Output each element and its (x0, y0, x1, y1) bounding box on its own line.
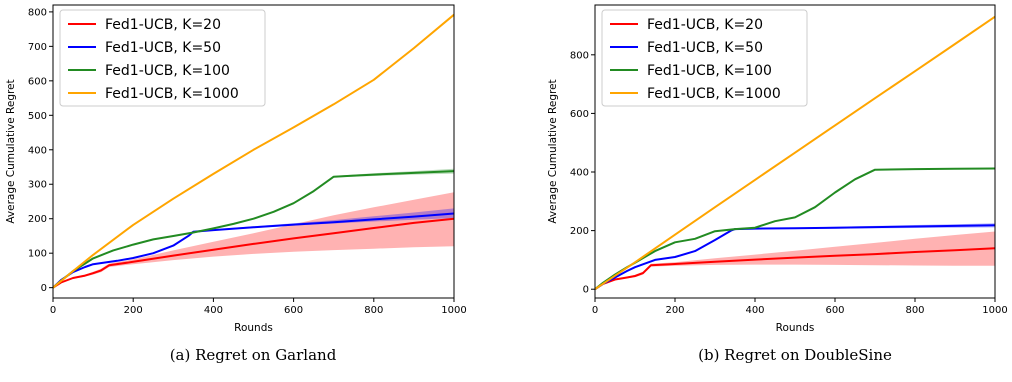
x-tick-label: 600 (284, 305, 303, 316)
y-tick-label: 200 (570, 226, 589, 237)
legend-label: Fed1-UCB, K=20 (105, 17, 221, 33)
x-tick-label: 400 (745, 305, 764, 316)
series-line-k50 (594, 224, 996, 291)
y-tick-label: 400 (28, 145, 47, 156)
series-line-k20 (52, 217, 455, 289)
x-axis-label: Rounds (776, 322, 815, 334)
series-band-k20 (53, 192, 454, 288)
legend-label: Fed1-UCB, K=50 (105, 40, 221, 56)
x-tick-label: 800 (905, 305, 924, 316)
y-tick-label: 700 (28, 42, 47, 53)
y-tick-label: 100 (28, 249, 47, 260)
series-line-k100 (52, 170, 455, 289)
series-line-k1000 (52, 13, 455, 289)
x-tick-label: 600 (825, 305, 844, 316)
legend-label: Fed1-UCB, K=100 (647, 63, 772, 79)
legend-label: Fed1-UCB, K=1000 (647, 86, 781, 102)
plot-frame (52, 4, 455, 299)
x-tick-label: 200 (124, 305, 143, 316)
series-line-k50 (52, 212, 455, 289)
y-tick-label: 0 (583, 285, 589, 296)
y-axis-label: Average Cumulative Regret (5, 79, 17, 223)
legend-label: Fed1-UCB, K=100 (105, 63, 230, 79)
x-tick-label: 0 (50, 305, 56, 316)
y-tick-label: 500 (28, 111, 47, 122)
x-tick-label: 0 (592, 305, 598, 316)
x-tick-label: 400 (204, 305, 223, 316)
y-axis-label: Average Cumulative Regret (547, 79, 559, 223)
y-tick-label: 800 (570, 50, 589, 61)
x-tick-label: 200 (665, 305, 684, 316)
x-tick-label: 1000 (441, 305, 466, 316)
y-tick-label: 0 (41, 283, 47, 294)
series-line-k1000 (594, 15, 996, 291)
x-tick-label: 1000 (982, 305, 1007, 316)
y-tick-label: 600 (570, 109, 589, 120)
plot-frame (594, 4, 996, 299)
chart-panel-b: 0 200 400 600 800 1000 0 200 400 600 800 Rounds Aver… (547, 4, 1008, 364)
x-axis-label: Rounds (234, 322, 273, 334)
figure-caption: (b) Regret on DoubleSine (698, 346, 892, 364)
legend-label: Fed1-UCB, K=50 (647, 40, 763, 56)
series-line-k20 (594, 247, 996, 291)
y-tick-label: 300 (28, 180, 47, 191)
series-band-k20 (595, 231, 995, 290)
x-tick-label: 800 (364, 305, 383, 316)
y-tick-label: 800 (28, 7, 47, 18)
figure-caption: (a) Regret on Garland (170, 346, 337, 364)
y-tick-label: 600 (28, 76, 47, 87)
legend-label: Fed1-UCB, K=1000 (105, 86, 239, 102)
chart-panel-a: 0 200 400 600 800 1000 0 100 200 300 400 500 600 700 8… (5, 4, 467, 364)
legend-box (59, 9, 266, 107)
y-tick-label: 400 (570, 168, 589, 179)
y-tick-label: 200 (28, 214, 47, 225)
legend-box (601, 9, 808, 107)
legend-label: Fed1-UCB, K=20 (647, 17, 763, 33)
